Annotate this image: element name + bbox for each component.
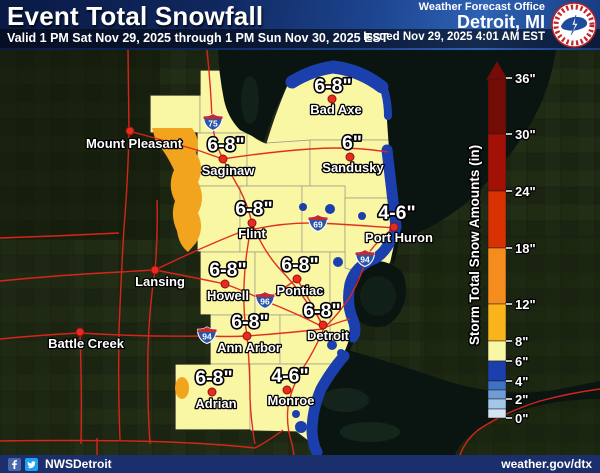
svg-text:4": 4" xyxy=(515,374,528,389)
amount-saginaw: 6-8" xyxy=(207,134,244,156)
city-dot-flint xyxy=(247,218,257,228)
city-dot-howell xyxy=(220,279,230,289)
interstate-94-shield-west: 94 xyxy=(196,326,218,345)
footer-bar: NWSDetroit weather.gov/dtx xyxy=(0,455,600,473)
city-label-pontiac: Pontiac xyxy=(277,283,324,298)
snow-4-6-blobs xyxy=(292,203,366,433)
city-dot-mount-pleasant xyxy=(125,126,135,136)
page-title: Event Total Snowfall xyxy=(7,1,264,31)
svg-text:94: 94 xyxy=(202,332,212,342)
amount-ann-arbor: 6-8" xyxy=(231,311,268,333)
city-label-mount-pleasant: Mount Pleasant xyxy=(86,136,183,151)
city-label-monroe: Monroe xyxy=(268,393,315,408)
svg-text:0": 0" xyxy=(515,411,528,426)
city-labels: Mount Pleasant Bad Axe Saginaw Sandusky … xyxy=(47,101,435,413)
office-label: Weather Forecast Office xyxy=(418,1,545,13)
city-dot-ann-arbor xyxy=(242,331,252,341)
svg-text:36": 36" xyxy=(515,71,536,86)
office-block: Weather Forecast Office Detroit, MI xyxy=(419,1,545,31)
legend-title: Storm Total Snow Amounts (in) xyxy=(467,145,482,345)
svg-text:69: 69 xyxy=(313,220,323,230)
legend-tick-labels: 36" 30" 24" 18" 12" 8" 6" 4" 2" 0" xyxy=(514,70,537,428)
logo-lightning-icon xyxy=(570,14,579,36)
svg-text:96: 96 xyxy=(260,297,270,307)
city-label-howell: Howell xyxy=(207,288,249,303)
city-label-saginaw: Saginaw xyxy=(202,163,256,178)
issued-text: Issued Nov 29, 2025 4:01 AM EST xyxy=(363,31,545,43)
header-valid-strip xyxy=(0,29,600,48)
snow-4-6-bands xyxy=(285,60,402,455)
city-label-bad-axe: Bad Axe xyxy=(310,102,362,117)
city-dot-bad-axe xyxy=(327,94,337,104)
nws-logo xyxy=(551,2,597,48)
forest-region xyxy=(0,50,160,240)
amount-howell: 6-8" xyxy=(209,259,246,281)
city-label-lansing: Lansing xyxy=(135,274,185,289)
snow-8-12-patches xyxy=(152,128,202,399)
svg-text:2": 2" xyxy=(515,392,528,407)
amount-pontiac: 6-8" xyxy=(281,254,318,276)
interstate-94-shield-east: 94 xyxy=(354,249,376,268)
city-label-flint: Flint xyxy=(238,226,266,241)
social-handle[interactable]: NWSDetroit xyxy=(45,457,112,471)
lake-huron xyxy=(218,50,556,236)
header-bar: Event Total Snowfall Valid 1 PM Sat Nov … xyxy=(0,0,600,50)
svg-text:94: 94 xyxy=(360,255,370,265)
amount-sandusky: 6" xyxy=(342,132,362,154)
interstate-shields: 75 69 94 96 94 xyxy=(196,113,376,345)
office-name: Detroit, MI xyxy=(457,12,545,32)
city-dot-saginaw xyxy=(218,154,228,164)
city-label-adrian: Adrian xyxy=(195,396,236,411)
svg-text:8": 8" xyxy=(515,334,528,349)
amount-port-huron: 4-6" xyxy=(378,202,415,224)
amount-detroit: 6-8" xyxy=(303,300,340,322)
interstate-69-shield: 69 xyxy=(307,214,329,233)
city-dot-sandusky xyxy=(345,152,355,162)
amount-bad-axe: 6-8" xyxy=(314,75,351,97)
lake-erie xyxy=(307,350,600,455)
twitter-icon[interactable] xyxy=(25,457,38,471)
city-dots xyxy=(75,94,399,397)
amount-flint: 6-8" xyxy=(235,198,272,220)
valid-period-text: Valid 1 PM Sat Nov 29, 2025 through 1 PM… xyxy=(7,31,389,45)
svg-text:12": 12" xyxy=(515,297,536,312)
website-link[interactable]: weather.gov/dtx xyxy=(501,457,592,471)
city-dot-detroit xyxy=(318,320,328,330)
city-dot-monroe xyxy=(282,385,292,395)
city-label-port-huron: Port Huron xyxy=(365,230,433,245)
city-dot-adrian xyxy=(207,387,217,397)
city-label-ann-arbor: Ann Arbor xyxy=(217,340,281,355)
city-dot-port-huron xyxy=(389,222,399,232)
svg-text:18": 18" xyxy=(515,241,536,256)
svg-text:24": 24" xyxy=(515,184,536,199)
city-dot-lansing xyxy=(150,265,160,275)
amount-labels: 6-8" 6-8" 6" 6-8" 4-6" 6-8" 6-8" 6-8" 6-… xyxy=(194,73,418,390)
city-dot-battle-creek xyxy=(75,327,85,337)
svg-text:75: 75 xyxy=(208,119,218,129)
amount-adrian: 6-8" xyxy=(195,367,232,389)
snowfall-map: 75 69 94 96 94 xyxy=(0,50,600,455)
facebook-icon[interactable] xyxy=(8,457,21,471)
city-label-sandusky: Sandusky xyxy=(322,160,384,175)
svg-text:6": 6" xyxy=(515,354,528,369)
interstate-75-shield: 75 xyxy=(202,113,224,132)
interstate-96-shield: 96 xyxy=(254,291,276,310)
city-label-battle-creek: Battle Creek xyxy=(48,336,125,351)
city-label-detroit: Detroit xyxy=(307,328,350,343)
city-dot-pontiac xyxy=(292,274,302,284)
svg-text:30": 30" xyxy=(515,127,536,142)
amount-monroe: 4-6" xyxy=(271,365,308,387)
legend-colorbar: 36" 30" 24" 18" 12" 8" 6" 4" 2" 0" Storm… xyxy=(466,60,537,428)
